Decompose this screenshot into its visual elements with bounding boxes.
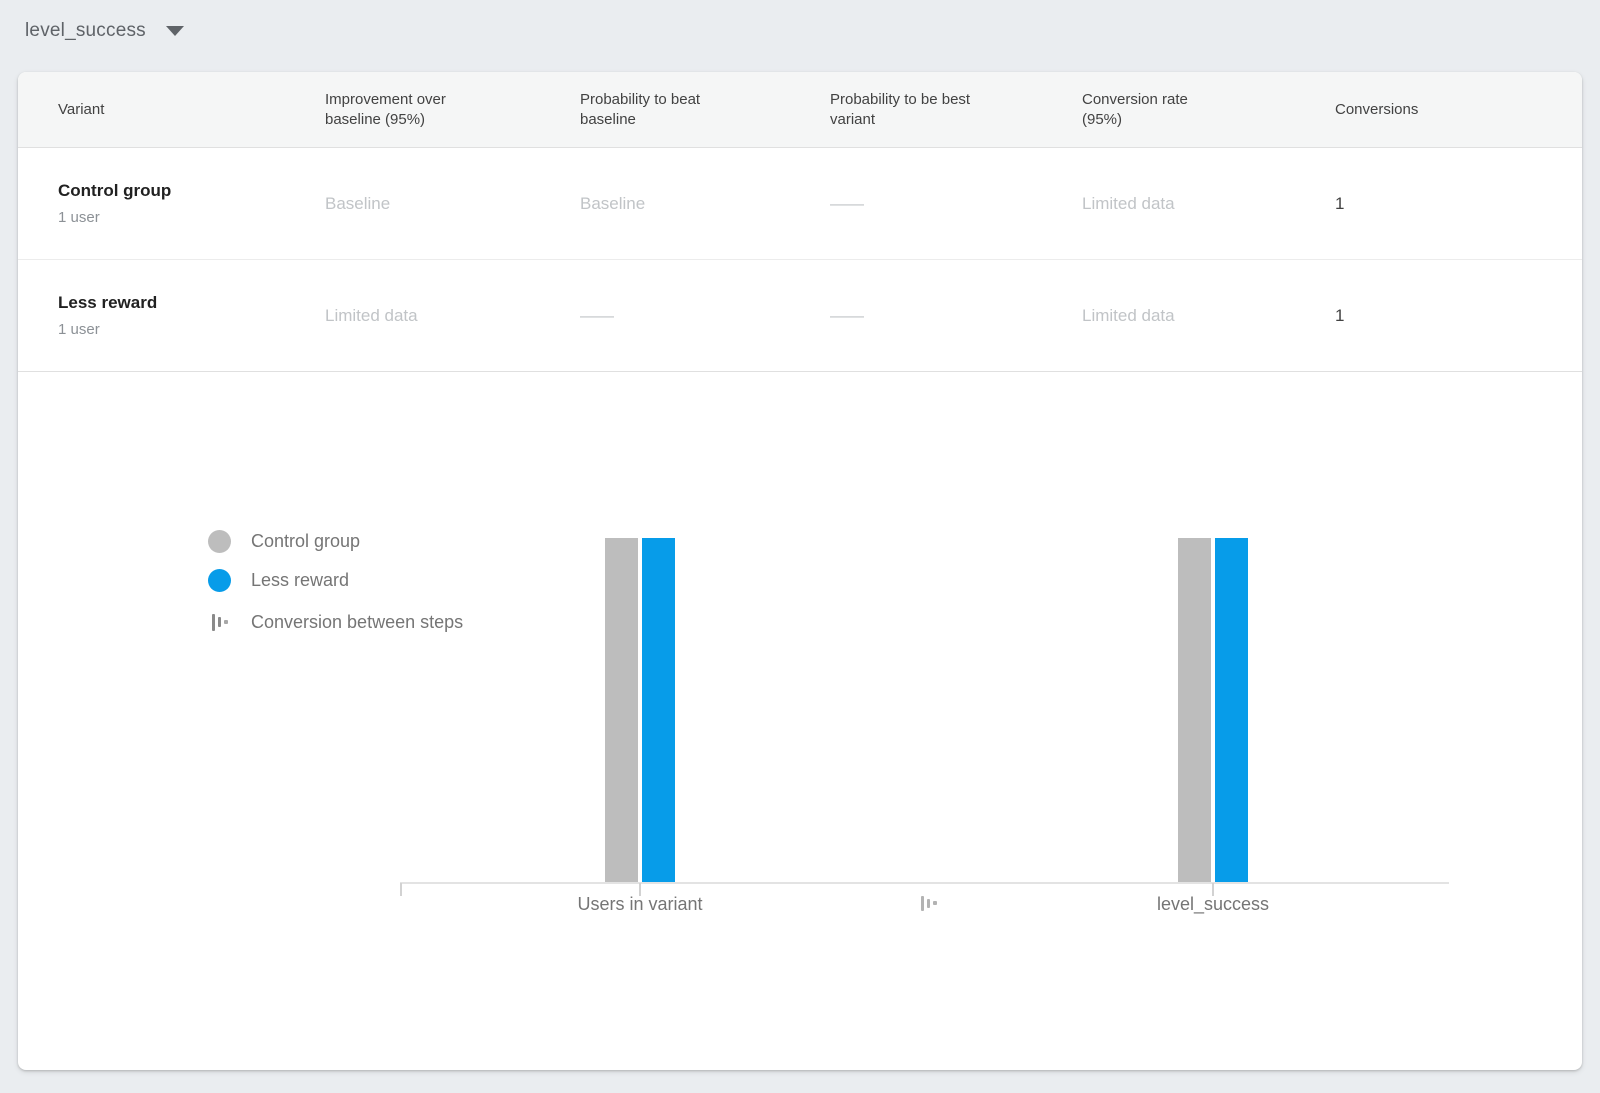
conversion-funnel-chart: Control group Less reward Conversion bet… — [18, 372, 1582, 1070]
legend-label: Less reward — [251, 569, 350, 590]
bar-control-group — [605, 538, 638, 882]
conversion-rate-value: Limited data — [1082, 305, 1175, 325]
prob-best-variant-value: —— — [830, 193, 864, 213]
less-reward-swatch-icon — [208, 568, 231, 592]
bar-less-reward — [1215, 538, 1248, 882]
column-header-conversions: Conversions — [1335, 100, 1419, 118]
metric-selector-dropdown[interactable]: level_success — [25, 20, 184, 42]
table-row-less-reward: Less reward 1 user Limited data —— —— Li… — [18, 260, 1582, 372]
axis-category-tick — [639, 883, 641, 896]
chevron-down-icon — [165, 26, 184, 36]
metric-bar: level_success — [0, 0, 1600, 62]
results-table-header: Variant Improvement over baseline (95%) … — [18, 72, 1582, 148]
variant-name: Less reward — [58, 293, 158, 312]
column-header-improvement: Improvement over baseline (95%) — [325, 90, 446, 128]
improvement-value: Limited data — [325, 305, 418, 325]
column-header-prob-best-variant: Probability to be best variant — [830, 90, 971, 128]
metric-selector-value: level_success — [25, 20, 146, 41]
conversion-rate-value: Limited data — [1082, 193, 1175, 213]
bar-control-group — [1178, 538, 1211, 882]
variant-user-count: 1 user — [58, 209, 100, 226]
legend-item-less-reward: Less reward — [208, 568, 349, 592]
column-header-variant: Variant — [58, 100, 105, 118]
x-axis-line — [400, 882, 1449, 884]
legend-item-control-group: Control group — [208, 529, 360, 553]
axis-start-tick — [400, 883, 402, 896]
axis-category-label: Users in variant — [577, 894, 703, 914]
conversion-between-steps-icon — [921, 895, 939, 911]
legend-label: Control group — [251, 530, 361, 551]
legend-item-conversion-between-steps: Conversion between steps — [208, 610, 463, 634]
prob-beat-baseline-value: Baseline — [580, 193, 646, 213]
column-header-prob-beat-baseline: Probability to beat baseline — [580, 90, 701, 128]
experiment-results-card: Variant Improvement over baseline (95%) … — [18, 72, 1582, 1070]
prob-best-variant-value: —— — [830, 305, 864, 325]
axis-category-label: level_success — [1156, 894, 1270, 914]
conversion-steps-icon — [208, 613, 231, 631]
bar-less-reward — [642, 538, 675, 882]
prob-beat-baseline-value: —— — [580, 305, 614, 325]
variant-cell: Control group 1 user — [58, 181, 325, 226]
variant-user-count: 1 user — [58, 321, 100, 338]
axis-category-tick — [1212, 883, 1214, 896]
conversions-value: 1 — [1335, 305, 1345, 325]
legend-label: Conversion between steps — [251, 611, 464, 632]
control-group-swatch-icon — [208, 529, 231, 553]
conversions-value: 1 — [1335, 193, 1345, 213]
table-row-control-group: Control group 1 user Baseline Baseline —… — [18, 148, 1582, 260]
column-header-conversion-rate: Conversion rate (95%) — [1082, 90, 1188, 128]
variant-cell: Less reward 1 user — [58, 293, 325, 338]
variant-name: Control group — [58, 181, 172, 200]
improvement-value: Baseline — [325, 193, 391, 213]
